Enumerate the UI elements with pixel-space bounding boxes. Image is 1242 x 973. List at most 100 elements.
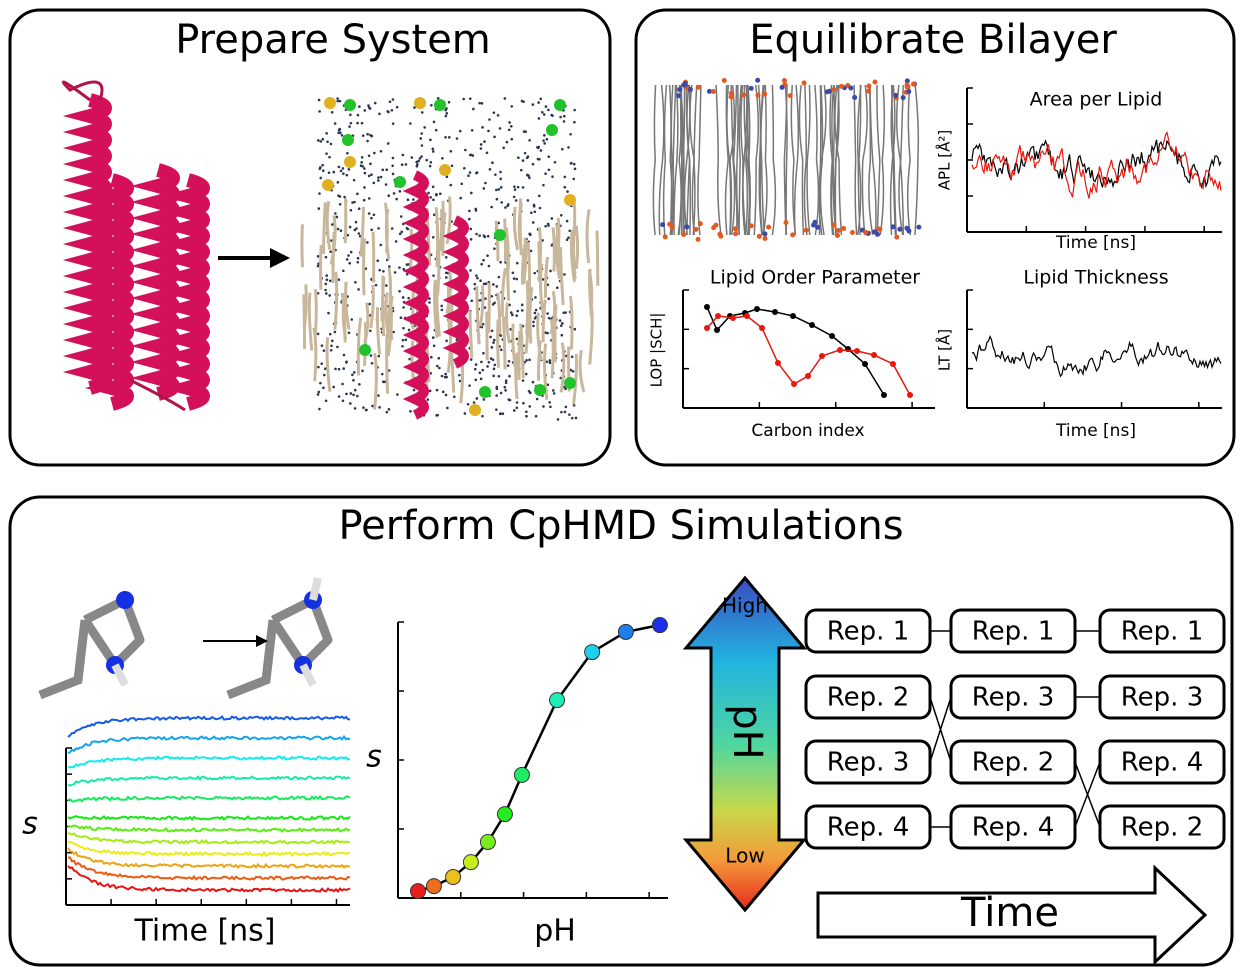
water <box>504 389 507 392</box>
lipid <box>445 196 452 245</box>
lipid <box>853 84 858 236</box>
replica-label: Rep. 3 <box>972 683 1054 713</box>
water <box>497 374 501 378</box>
water <box>485 151 489 155</box>
ion <box>564 377 576 389</box>
water <box>561 322 564 325</box>
water <box>531 103 535 106</box>
water <box>520 303 524 307</box>
water <box>491 161 494 164</box>
water <box>361 369 364 373</box>
water <box>379 243 383 247</box>
water <box>372 213 376 217</box>
water <box>349 121 353 125</box>
replica-label: Rep. 2 <box>827 683 909 713</box>
water <box>318 407 321 411</box>
water <box>480 102 484 105</box>
water <box>428 297 431 300</box>
water <box>398 289 401 293</box>
water <box>399 215 403 218</box>
water <box>480 262 483 266</box>
water <box>319 140 323 143</box>
headgroup <box>706 88 712 94</box>
water <box>316 255 320 258</box>
water <box>556 418 560 421</box>
water <box>528 138 531 142</box>
water <box>441 390 445 394</box>
water <box>562 120 566 123</box>
replica-label: Rep. 4 <box>1121 748 1203 778</box>
water <box>484 181 487 185</box>
water <box>347 254 350 257</box>
water <box>341 167 345 170</box>
water <box>435 414 438 417</box>
lipid <box>814 84 820 236</box>
lipid <box>662 84 668 236</box>
water <box>522 401 525 405</box>
water <box>568 413 571 416</box>
headgroup <box>910 81 916 87</box>
lipid <box>388 295 394 341</box>
water <box>368 302 371 306</box>
water <box>539 149 543 152</box>
s-trace <box>67 832 350 846</box>
water <box>495 387 499 391</box>
water <box>541 111 544 114</box>
water <box>559 376 563 380</box>
water <box>532 320 535 324</box>
water <box>548 401 551 404</box>
axis-label: Time [ns] <box>1055 233 1136 253</box>
helix <box>402 170 429 420</box>
water <box>393 271 397 274</box>
replica-label: Rep. 3 <box>1121 683 1203 713</box>
water <box>404 338 408 342</box>
water <box>444 256 448 259</box>
water <box>339 169 343 173</box>
water <box>564 311 568 314</box>
water <box>546 283 550 287</box>
water <box>330 110 334 114</box>
headgroup <box>875 231 881 237</box>
water <box>447 136 451 139</box>
water <box>412 198 415 201</box>
water <box>514 199 518 202</box>
water <box>430 103 433 107</box>
water <box>490 346 494 349</box>
water <box>574 416 578 420</box>
water <box>328 294 332 297</box>
headgroup <box>872 79 878 85</box>
bond-h <box>309 577 322 601</box>
lop-point <box>754 305 760 312</box>
water <box>508 121 511 124</box>
lop-point <box>704 324 710 331</box>
headgroup <box>710 89 716 95</box>
headgroup <box>762 231 768 237</box>
lipid <box>468 311 474 359</box>
lipid <box>876 84 881 236</box>
lipid <box>686 84 692 236</box>
plot-title: Lipid Order Parameter <box>710 267 920 289</box>
water <box>354 220 358 224</box>
water <box>357 288 360 291</box>
water <box>475 397 479 400</box>
water <box>525 359 528 362</box>
lipid <box>906 84 912 236</box>
water <box>478 371 482 375</box>
water <box>505 140 509 144</box>
water <box>495 285 499 288</box>
lipid <box>478 285 485 327</box>
water <box>497 221 500 225</box>
headgroup <box>906 228 912 234</box>
panel <box>634 8 1236 467</box>
headgroup <box>732 226 738 232</box>
water <box>349 392 353 395</box>
water <box>324 399 328 403</box>
lipid <box>890 84 897 236</box>
water <box>399 316 403 320</box>
panel <box>8 8 612 467</box>
headgroup <box>877 226 883 232</box>
water <box>401 296 405 299</box>
helix <box>160 173 210 411</box>
water <box>560 333 564 337</box>
water <box>325 152 328 155</box>
